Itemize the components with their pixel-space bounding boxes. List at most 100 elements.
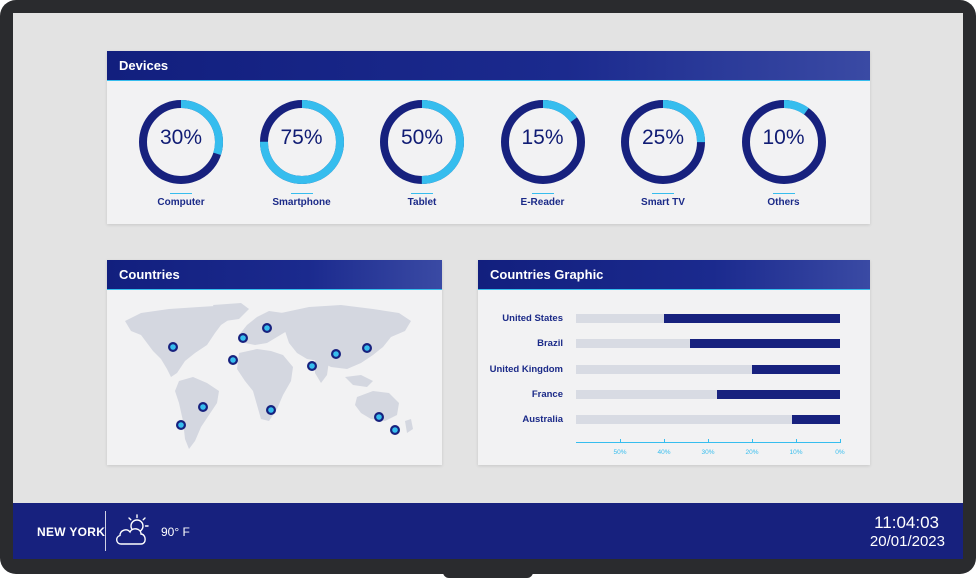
device-donut (500, 100, 585, 184)
device-stat: 15% E-Reader (493, 96, 593, 208)
device-stat: 75% Smartphone (252, 96, 352, 208)
map-new-zealand (405, 419, 413, 433)
donut-value-arc (259, 100, 344, 184)
map-marker-dot (309, 363, 315, 369)
x-axis-tick (664, 439, 665, 443)
map-marker-dot (264, 325, 270, 331)
countries-graphic-header: Countries Graphic (478, 260, 870, 290)
x-axis-tick-label: 40% (657, 449, 671, 456)
bar-label: United States (502, 313, 563, 324)
donut-value-arc (741, 100, 826, 184)
map-marker-dot (200, 404, 206, 410)
device-percent: 15% (521, 126, 564, 149)
device-label-underline (170, 193, 192, 194)
device-label-underline (652, 193, 674, 194)
donut-value-arc (139, 100, 223, 184)
clock-date: 20/01/2023 (869, 533, 945, 550)
countries-graphic-title: Countries Graphic (490, 267, 604, 282)
map-marker-dot (178, 422, 184, 428)
bar-fill (690, 339, 840, 349)
map-islands (345, 375, 373, 387)
map-south-america (175, 377, 219, 449)
device-percent: 25% (641, 126, 685, 149)
x-axis-tick-label: 10% (789, 449, 803, 456)
device-label-underline (290, 193, 313, 194)
device-percent: 30% (159, 126, 203, 149)
countries-graphic-panel: Countries Graphic United States Brazil Uni… (478, 260, 870, 465)
partly-cloudy-icon (113, 512, 153, 555)
map-marker-dot (268, 407, 274, 413)
map-india (315, 359, 329, 383)
bar-row: Australia (478, 413, 870, 426)
map-africa (237, 349, 293, 421)
device-donut (741, 100, 826, 184)
x-axis-tick (752, 439, 753, 443)
temperature: 90° F (161, 525, 190, 539)
clock-time: 11:04:03 (874, 513, 939, 532)
map-marker-dot (240, 335, 246, 341)
bar-track (576, 364, 840, 374)
bar-track (576, 389, 840, 399)
map-north-america (125, 305, 233, 377)
monitor-stand (443, 566, 533, 578)
donut-value-arc (500, 100, 585, 184)
devices-panel: Devices 30% Computer 75% Smartphone 50% Table… (107, 51, 870, 224)
device-percent: 50% (400, 126, 444, 149)
bar-label: Australia (522, 414, 563, 426)
map-marker-dot (364, 345, 370, 351)
donut-value-arc (380, 100, 464, 184)
bar-fill (752, 364, 840, 374)
device-label: Tablet (407, 197, 437, 208)
device-donut (259, 100, 344, 184)
device-label: Smartphone (272, 197, 331, 208)
x-axis-tick-label: 30% (701, 449, 715, 456)
x-axis-tick-label: 50% (613, 449, 627, 456)
world-map (121, 303, 421, 453)
device-label: Computer (157, 197, 205, 208)
footer-divider (105, 511, 106, 551)
device-label-underline (531, 193, 554, 194)
device-donut (139, 100, 223, 184)
donut-value-arc (621, 100, 705, 184)
bar-track (576, 314, 840, 323)
bar-label: United Kingdom (489, 363, 563, 375)
map-asia (281, 305, 411, 369)
device-label-underline (772, 193, 795, 194)
device-label: Others (767, 197, 800, 208)
device-stat: 25% Smart TV (613, 96, 713, 208)
dashboard-screen: Devices 30% Computer 75% Smartphone 50% Table… (13, 13, 963, 559)
device-donut (621, 100, 705, 184)
map-australia (355, 391, 399, 421)
bar-label: France (531, 388, 563, 400)
devices-title: Devices (119, 58, 169, 73)
countries-header: Countries (107, 260, 442, 290)
bar-row: United Kingdom (478, 363, 870, 376)
map-marker-dot (333, 351, 339, 357)
device-percent: 10% (762, 126, 805, 149)
device-stat: 30% Computer (131, 96, 231, 208)
bar-row: United States (478, 312, 870, 325)
device-label-underline (411, 193, 433, 194)
map-greenland (213, 303, 249, 321)
x-axis-tick (708, 439, 709, 443)
device-donut (380, 100, 464, 184)
x-axis-tick (620, 439, 621, 443)
countries-panel: Countries (107, 260, 442, 465)
x-axis-tick-label: 20% (745, 449, 759, 456)
map-marker-dot (376, 414, 382, 420)
x-axis-tick (796, 439, 797, 443)
bar-track (576, 415, 840, 425)
map-marker-dot (170, 344, 176, 350)
map-marker-dot (230, 357, 236, 363)
device-percent: 75% (280, 126, 323, 149)
device-label: E-Reader (520, 197, 565, 208)
device-label: Smart TV (641, 197, 685, 208)
x-axis-tick-label: 0% (835, 449, 845, 456)
map-marker-dot (392, 427, 398, 433)
bar-row: France (478, 388, 870, 401)
device-stat: 10% Others (734, 96, 834, 208)
device-stat: 50% Tablet (372, 96, 472, 208)
city-name: NEW YORK (37, 525, 106, 539)
countries-title: Countries (119, 267, 180, 282)
bar-label: Brazil (537, 338, 563, 350)
